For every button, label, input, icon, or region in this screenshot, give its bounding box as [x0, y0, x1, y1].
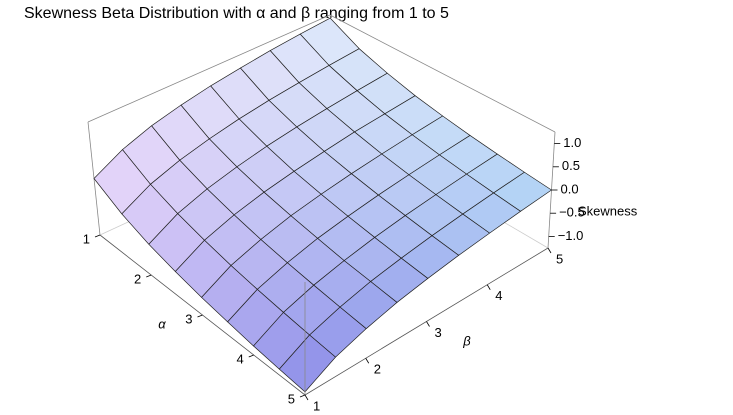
y-tick-label: 1: [313, 398, 320, 413]
z-tick-label: −0.5: [559, 205, 585, 220]
z-axis-label: Skewness: [578, 203, 638, 218]
y-tick: [365, 358, 370, 364]
box-edge: [329, 14, 556, 133]
box-edge: [87, 14, 331, 123]
surface-patch: [278, 334, 336, 393]
x-tick: [146, 274, 152, 278]
y-tick-label: 4: [495, 288, 502, 303]
y-tick: [547, 247, 552, 254]
y-tick-label: 5: [556, 251, 563, 266]
z-tick-label: −1.0: [558, 228, 584, 243]
chart-title: Skewness Beta Distribution with α and β …: [24, 5, 449, 22]
z-tick-label: 0.0: [561, 181, 579, 196]
y-tick: [486, 284, 491, 290]
x-tick: [94, 234, 101, 238]
z-tick-label: 1.0: [563, 135, 581, 150]
y-axis-label: β: [462, 333, 471, 348]
x-tick: [197, 314, 203, 318]
y-tick-label: 2: [374, 362, 381, 377]
x-tick-label: 2: [134, 271, 141, 286]
x-tick-label: 4: [237, 351, 244, 366]
x-tick: [248, 354, 254, 358]
x-tick-label: 1: [83, 231, 90, 246]
x-tick-label: 3: [185, 311, 192, 326]
x-axis-label: α: [158, 316, 166, 331]
y-tick: [426, 321, 430, 327]
y-tick: [304, 394, 309, 401]
x-tick-label: 5: [288, 391, 295, 406]
z-tick-label: 0.5: [562, 158, 580, 173]
x-tick: [299, 394, 306, 398]
y-tick-label: 3: [435, 325, 442, 340]
